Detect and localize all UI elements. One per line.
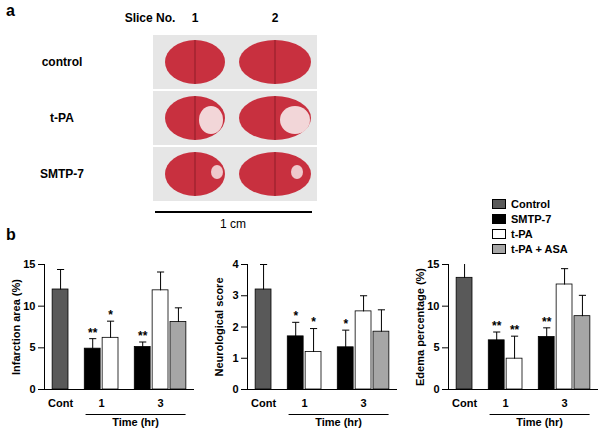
svg-text:Edema percentage (%): Edema percentage (%) bbox=[414, 268, 426, 386]
svg-text:10: 10 bbox=[23, 300, 35, 312]
svg-text:1: 1 bbox=[99, 397, 105, 409]
html-text:SMTP-7: SMTP-7 bbox=[511, 212, 552, 225]
svg-text:Cont: Cont bbox=[251, 397, 276, 409]
svg-text:**: ** bbox=[510, 323, 520, 337]
svg-text:0: 0 bbox=[232, 383, 238, 395]
html-text:b: b bbox=[6, 226, 16, 243]
svg-text:control: control bbox=[42, 55, 83, 69]
svg-text:**: ** bbox=[138, 329, 148, 343]
svg-text:2: 2 bbox=[232, 321, 238, 333]
svg-text:5: 5 bbox=[29, 341, 35, 353]
svg-text:**: ** bbox=[542, 315, 552, 329]
svg-text:Slice No.: Slice No. bbox=[125, 11, 176, 25]
svg-text:4: 4 bbox=[232, 258, 239, 270]
svg-text:*: * bbox=[343, 317, 348, 331]
svg-text:10: 10 bbox=[427, 300, 439, 312]
svg-text:SMTP-7: SMTP-7 bbox=[40, 167, 84, 181]
svg-text:**: ** bbox=[88, 326, 98, 340]
svg-text:1 cm: 1 cm bbox=[220, 217, 246, 231]
html-text:t-PA: t-PA bbox=[511, 227, 533, 240]
svg-text:**: ** bbox=[492, 319, 502, 333]
svg-text:1: 1 bbox=[192, 11, 199, 25]
svg-text:Cont: Cont bbox=[48, 397, 73, 409]
svg-text:5: 5 bbox=[433, 341, 439, 353]
svg-text:2: 2 bbox=[272, 11, 279, 25]
svg-text:Time (hr): Time (hr) bbox=[516, 416, 563, 428]
svg-text:3: 3 bbox=[232, 289, 238, 301]
svg-text:3: 3 bbox=[562, 397, 568, 409]
html-text:a: a bbox=[6, 2, 15, 19]
svg-text:3: 3 bbox=[158, 397, 164, 409]
svg-text:Cont: Cont bbox=[452, 397, 477, 409]
svg-text:1: 1 bbox=[503, 397, 509, 409]
svg-text:Neurological score: Neurological score bbox=[213, 277, 225, 376]
html-text:Control: Control bbox=[511, 197, 551, 210]
svg-text:Time (hr): Time (hr) bbox=[315, 416, 362, 428]
html-text:t-PA + ASA: t-PA + ASA bbox=[511, 242, 568, 255]
svg-text:Infarction area (%): Infarction area (%) bbox=[10, 279, 22, 375]
svg-text:15: 15 bbox=[427, 258, 439, 270]
svg-text:0: 0 bbox=[433, 383, 439, 395]
svg-text:*: * bbox=[108, 308, 113, 322]
svg-text:1: 1 bbox=[232, 352, 238, 364]
svg-text:*: * bbox=[311, 315, 316, 329]
svg-text:3: 3 bbox=[361, 397, 367, 409]
svg-text:15: 15 bbox=[23, 258, 35, 270]
svg-text:*: * bbox=[293, 309, 298, 323]
svg-text:Time (hr): Time (hr) bbox=[112, 416, 159, 428]
svg-text:t-PA: t-PA bbox=[50, 111, 74, 125]
svg-text:1: 1 bbox=[302, 397, 308, 409]
svg-text:0: 0 bbox=[29, 383, 35, 395]
